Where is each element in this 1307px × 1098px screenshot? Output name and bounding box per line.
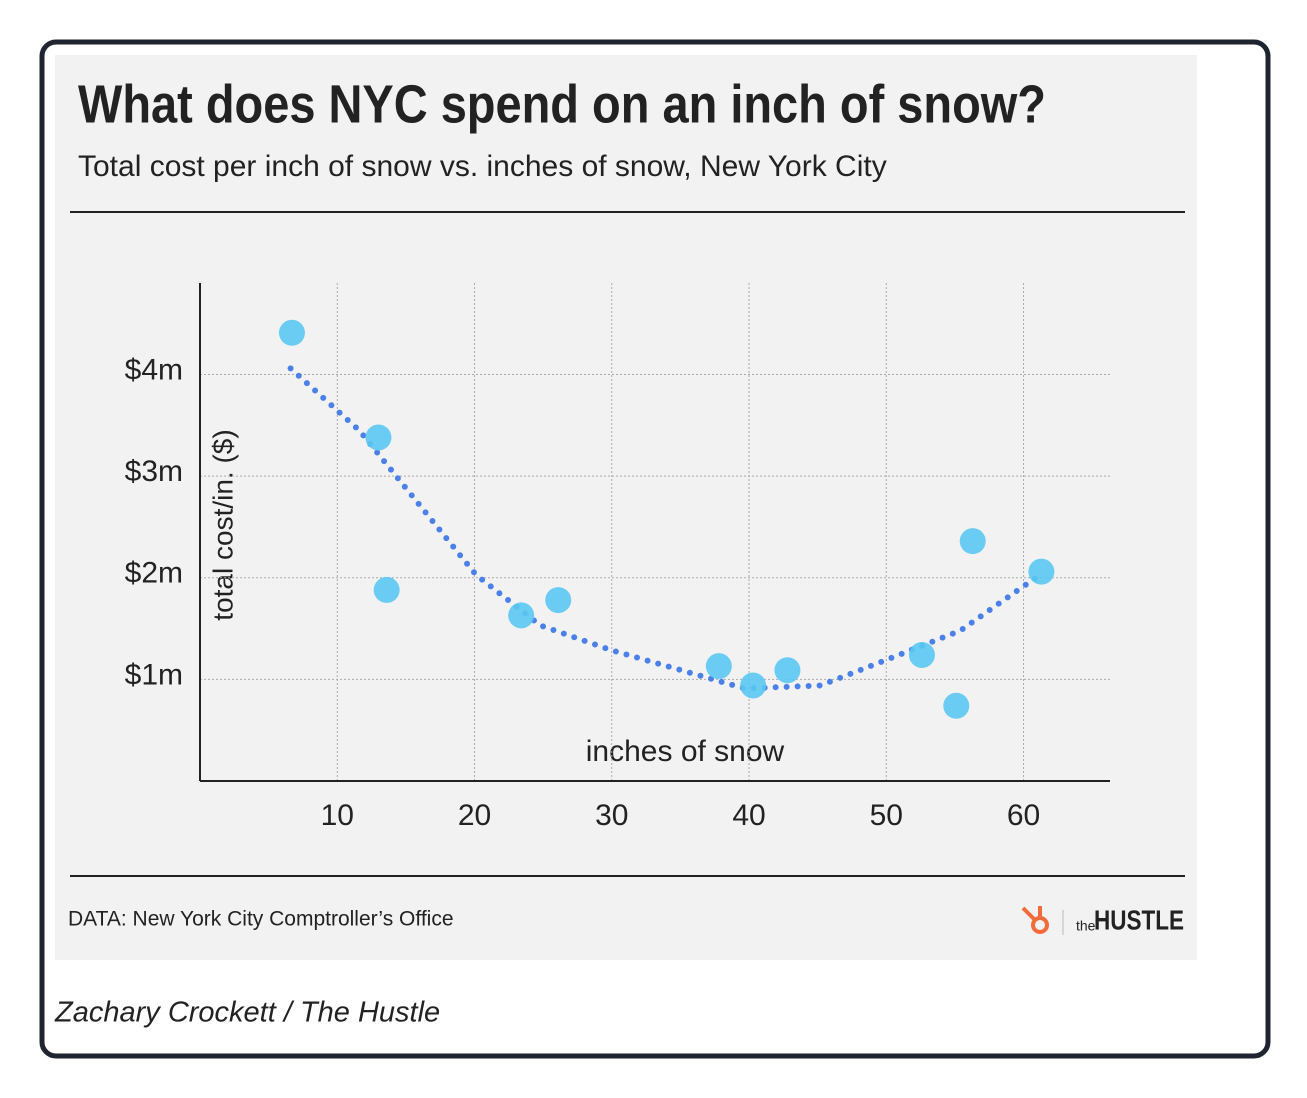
point — [508, 602, 535, 629]
y-tick-label: $2m — [125, 557, 183, 590]
y-tick-label: $3m — [125, 455, 183, 488]
chart-title: What does NYC spend on an inch of snow? — [78, 74, 1046, 134]
x-axis-label: inches of snow — [586, 735, 785, 768]
point — [278, 319, 305, 346]
point — [1028, 558, 1055, 585]
chart-subtitle: Total cost per inch of snow vs. inches o… — [78, 150, 887, 183]
point — [774, 657, 801, 684]
point — [365, 424, 392, 451]
y-tick-label: $4m — [125, 353, 183, 386]
x-tick-label: 10 — [321, 799, 354, 832]
y-tick-label: $1m — [125, 658, 183, 691]
point — [705, 653, 732, 680]
x-tick-label: 20 — [458, 799, 491, 832]
source: DATA: New York City Comptroller’s Office — [68, 908, 454, 931]
x-tick-label: 40 — [732, 799, 765, 832]
point — [740, 672, 767, 699]
point — [545, 587, 572, 614]
x-tick-label: 50 — [870, 799, 903, 832]
point — [373, 576, 400, 603]
brand-prefix: the — [1076, 918, 1096, 934]
x-tick-label: 60 — [1007, 799, 1040, 832]
chart-panel — [55, 55, 1197, 960]
y-axis-label: total cost/in. ($) — [207, 429, 238, 620]
hubspot-icon — [1021, 906, 1049, 934]
x-tick-label: 30 — [595, 799, 628, 832]
brand: HUSTLE — [1094, 904, 1184, 935]
point — [959, 528, 986, 555]
caption: Zachary Crockett / The Hustle — [54, 997, 440, 1029]
point — [908, 641, 935, 668]
point — [943, 692, 970, 719]
